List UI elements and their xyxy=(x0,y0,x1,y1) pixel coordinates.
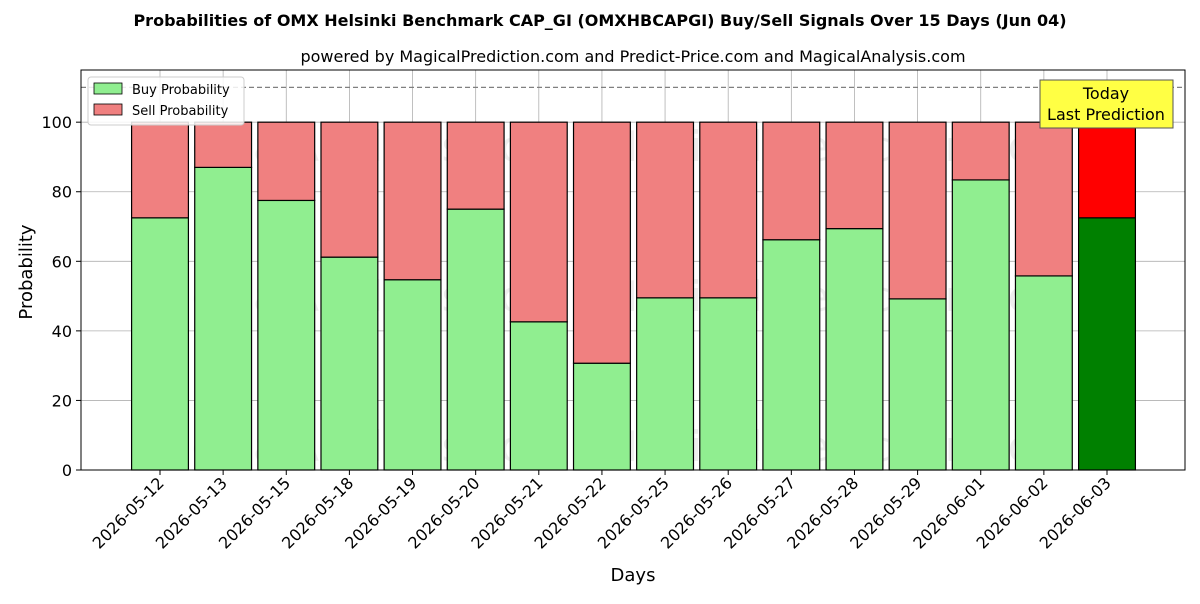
buy-bar xyxy=(257,199,316,471)
legend-swatch-buy xyxy=(93,82,123,95)
buy-bar xyxy=(951,179,1010,471)
sell-bar xyxy=(699,121,758,299)
bars-layer xyxy=(130,121,1137,471)
buy-bar xyxy=(1014,275,1073,471)
buy-bar xyxy=(130,217,190,471)
buy-bar xyxy=(572,362,631,471)
buy-bar xyxy=(194,166,253,471)
legend-label-sell: Sell Probability xyxy=(132,104,229,119)
buy-bar xyxy=(1077,217,1137,471)
buy-bar xyxy=(509,321,568,471)
x-axis-label: Days xyxy=(611,565,656,586)
sell-bar xyxy=(383,121,442,281)
buy-bar xyxy=(825,228,884,471)
buy-bar xyxy=(888,298,947,471)
y-tick-label: 0 xyxy=(62,461,72,480)
annotation-line2: Last Prediction xyxy=(1047,105,1165,124)
sell-bar xyxy=(825,121,884,230)
buy-bar xyxy=(699,297,758,471)
sell-bar xyxy=(1014,121,1073,277)
legend-label-buy: Buy Probability xyxy=(132,83,230,98)
chart-subtitle: powered by MagicalPrediction.com and Pre… xyxy=(300,47,965,66)
sell-bar xyxy=(194,121,253,168)
annotation-line1: Today xyxy=(1082,84,1129,103)
y-tick-label: 60 xyxy=(52,252,72,271)
sell-bar xyxy=(1077,121,1137,219)
sell-bar xyxy=(636,121,695,299)
buy-bar xyxy=(446,208,505,471)
y-tick-label: 20 xyxy=(52,391,72,410)
sell-bar xyxy=(320,121,379,258)
sell-bar xyxy=(446,121,505,210)
sell-bar xyxy=(888,121,947,300)
legend: Buy Probability Sell Probability xyxy=(87,76,245,126)
buy-bar xyxy=(320,256,379,471)
y-tick-label: 40 xyxy=(52,322,72,341)
sell-bar xyxy=(762,121,821,241)
y-tick-label: 100 xyxy=(41,113,72,132)
sell-bar xyxy=(951,121,1010,181)
sell-bar xyxy=(257,121,316,202)
plot-frame xyxy=(80,69,1186,471)
y-tick-label: 80 xyxy=(52,183,72,202)
annotation-box xyxy=(1039,79,1174,129)
today-annotation: Today Last Prediction xyxy=(1039,79,1174,129)
sell-bar xyxy=(572,121,631,364)
legend-swatch-sell xyxy=(93,103,123,116)
buy-bar xyxy=(762,239,821,471)
chart-title: Probabilities of OMX Helsinki Benchmark … xyxy=(133,11,1066,30)
sell-bar xyxy=(130,121,190,219)
buy-bar xyxy=(383,279,442,471)
buy-bar xyxy=(636,297,695,471)
sell-bar xyxy=(509,121,568,323)
y-axis-label: Probability xyxy=(16,224,37,319)
legend-frame xyxy=(87,76,245,126)
